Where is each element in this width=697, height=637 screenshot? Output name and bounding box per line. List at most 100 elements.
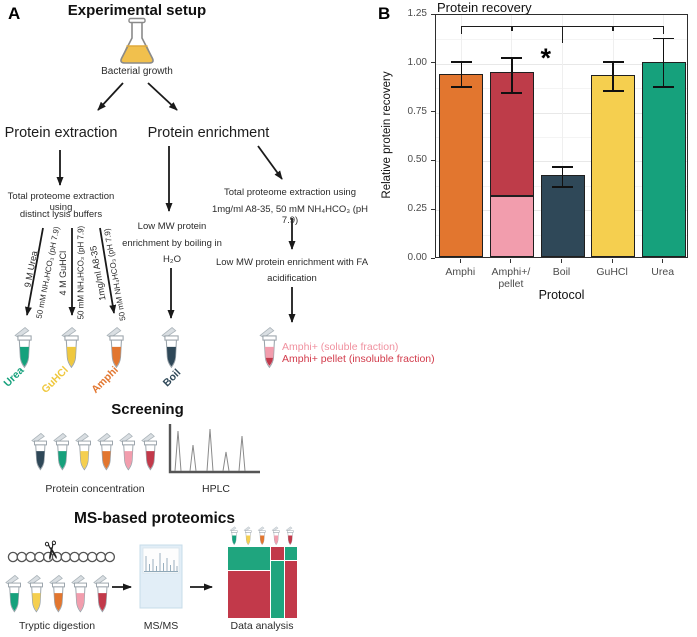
- fa-note-line2: acidification: [267, 273, 317, 284]
- significance-tick: [612, 25, 614, 31]
- errorbar-line-Urea: [662, 38, 665, 88]
- tube-icon-amphi-plus: [259, 327, 277, 368]
- errorbar-line-Amphi: [460, 61, 463, 88]
- y-tick: [431, 159, 435, 161]
- boil-note-line2: enrichment by boiling in: [122, 238, 222, 249]
- flask-label: Bacterial growth: [101, 66, 173, 77]
- ms-title: MS-based proteomics: [73, 510, 236, 527]
- bar-Boil: [540, 175, 585, 257]
- amphi-note-line1: Total proteome extraction using: [223, 187, 357, 198]
- errorbar-cap-GuHCl: [602, 61, 624, 63]
- heatmap-sample-tubes-icon: [229, 526, 294, 546]
- y-tick: [431, 257, 435, 259]
- chart-title: Protein recovery: [437, 0, 532, 15]
- bar-GuHCl: [591, 75, 636, 257]
- x-tick: [662, 259, 664, 263]
- flow-arrows: [25, 82, 296, 591]
- bar-Urea: [641, 61, 686, 257]
- errorbar-cap-Amphi: [450, 86, 472, 89]
- arrow-buffer-urea: [25, 227, 44, 316]
- y-axis-title: Relative protein recovery: [381, 71, 393, 199]
- panel-a-graphics: ✂: [5, 17, 297, 618]
- x-tick-label: Amphi+/ pellet: [491, 266, 531, 291]
- errorbar-line-Boil: [561, 167, 564, 187]
- y-tick: [431, 62, 435, 64]
- y-tick-label: 0.00: [407, 252, 427, 263]
- gridline-minor: [436, 88, 687, 90]
- errorbar-cap-Urea: [653, 37, 675, 40]
- extraction-note-line2: distinct lysis buffers: [19, 209, 103, 220]
- amphi-pellet-label: Amphi+ pellet (insoluble fraction): [282, 353, 435, 365]
- arrow-growth-to-extraction: [97, 82, 124, 111]
- bar-Amphi+/pellet: [489, 195, 534, 257]
- panel-a-label: A: [8, 4, 21, 23]
- errorbar-cap-Amphi+/pellet: [501, 57, 523, 59]
- y-tick-label: 0.75: [407, 105, 427, 117]
- gridline-vertical: [562, 15, 563, 257]
- x-tick: [561, 259, 562, 263]
- hplc-chromatogram-icon: [168, 424, 260, 474]
- protein-concentration-label: Protein concentration: [45, 483, 145, 495]
- significance-tick: [460, 25, 463, 34]
- arrow-buffer-amphi: [99, 227, 117, 314]
- panel-a-title: Experimental setup: [67, 2, 207, 19]
- bar-Amphi: [439, 73, 484, 257]
- y-tick: [431, 208, 435, 210]
- errorbar-cap-Amphi+/pellet: [501, 92, 523, 94]
- buffer-label-guhcl-2: 50 mM NH₄HCO₃ (pH 7.9): [76, 225, 86, 320]
- data-analysis-label: Data analysis: [230, 620, 294, 632]
- x-tick-label: Urea: [651, 266, 675, 278]
- x-tick: [611, 259, 613, 263]
- x-tick-label: GuHCl: [596, 266, 628, 278]
- tryptic-digestion-label: Tryptic digestion: [18, 620, 96, 632]
- errorbar-cap-Amphi: [450, 61, 472, 63]
- errorbar-line-Amphi+/pellet: [511, 57, 513, 94]
- errorbar-line-GuHCl: [612, 61, 614, 92]
- y-tick-label: 1.00: [407, 56, 427, 68]
- errorbar-cap-Urea: [653, 86, 675, 89]
- branch-right-title: Protein enrichment: [147, 125, 270, 141]
- branch-left-title: Protein extraction: [4, 125, 118, 141]
- screening-title: Screening: [111, 401, 184, 418]
- arrow-growth-to-enrichment: [147, 82, 178, 111]
- significance-star: *: [540, 43, 552, 73]
- tryptic-tubes-icon: [5, 574, 109, 613]
- gridline-minor: [436, 39, 687, 41]
- panel-b-label: B: [378, 4, 391, 23]
- scissors-icon: ✂: [35, 538, 67, 564]
- panel-b: B Protein recovery Relative protein reco…: [375, 0, 697, 310]
- x-tick-label: Boil: [552, 266, 571, 278]
- amphi-note-line2: 1mg/ml A8-35, 50 mM NH₄HCO₃ (pH 7.9): [211, 204, 369, 227]
- x-axis-title: Protocol: [538, 288, 585, 302]
- arrow-enrichment-right: [257, 145, 283, 180]
- x-tick-label: Amphi: [445, 266, 476, 278]
- buffer-label-guhcl-1: 4 M GuHCl: [57, 250, 68, 296]
- x-tick: [459, 259, 461, 263]
- significance-tick: [662, 25, 665, 34]
- extraction-note-line1: Total proteome extraction using: [7, 191, 115, 214]
- tube-icon-boil: [161, 327, 179, 368]
- errorbar-cap-Boil: [552, 185, 573, 188]
- amphi-soluble-label: Amphi+ (soluble fraction): [282, 341, 399, 353]
- boil-note-line1: Low MW protein: [137, 221, 207, 232]
- hplc-label: HPLC: [201, 483, 230, 495]
- y-tick: [431, 13, 435, 15]
- msms-spectrum-icon: [139, 544, 183, 609]
- screening-tubes-icon: [31, 432, 157, 471]
- y-tick-label: 1.25: [407, 8, 427, 19]
- y-tick-label: 0.50: [407, 154, 427, 166]
- x-tick: [510, 259, 512, 263]
- y-tick-label: 0.25: [407, 203, 427, 215]
- fa-note-line1: Low MW protein enrichment with FA: [215, 257, 369, 268]
- msms-label: MS/MS: [143, 620, 179, 632]
- significance-tick: [561, 25, 564, 44]
- errorbar-cap-Boil: [552, 166, 573, 169]
- flask-icon: [120, 17, 154, 64]
- significance-tick: [511, 25, 513, 31]
- protein-chain-icon: [7, 551, 116, 563]
- errorbar-cap-GuHCl: [602, 90, 624, 92]
- boil-note-line3: H₂O: [163, 254, 181, 265]
- gridline-major: [436, 161, 687, 163]
- plot-area: *: [435, 14, 688, 258]
